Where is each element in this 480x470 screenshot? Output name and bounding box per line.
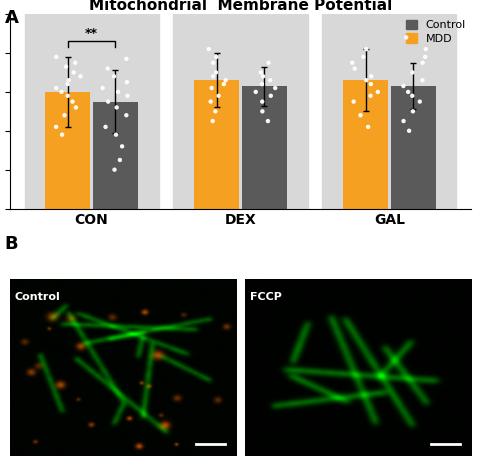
Point xyxy=(69,98,76,105)
Point xyxy=(356,111,363,119)
Bar xyxy=(322,14,456,209)
Point xyxy=(399,118,407,125)
Point xyxy=(60,111,68,119)
Point xyxy=(211,108,219,115)
Point xyxy=(258,98,265,105)
Bar xyxy=(173,14,307,209)
Text: Control: Control xyxy=(15,292,60,302)
Point xyxy=(62,63,70,70)
Point xyxy=(76,72,84,80)
Point xyxy=(259,72,266,80)
Point xyxy=(113,104,120,111)
Text: B: B xyxy=(5,235,18,253)
Point xyxy=(404,88,411,96)
Point xyxy=(366,92,373,100)
Point xyxy=(408,92,415,100)
Point xyxy=(64,80,72,88)
Point xyxy=(101,123,109,131)
Point xyxy=(52,84,60,92)
Bar xyxy=(390,86,435,209)
Point xyxy=(209,72,216,80)
Point xyxy=(204,45,212,53)
Point xyxy=(206,98,214,105)
Bar xyxy=(194,80,239,209)
Point xyxy=(123,92,131,100)
Point xyxy=(118,142,126,150)
Text: FCCP: FCCP xyxy=(250,292,282,302)
Point xyxy=(123,78,131,86)
Point xyxy=(349,98,357,105)
Bar xyxy=(343,80,387,209)
Point xyxy=(366,80,374,88)
Point xyxy=(350,65,358,72)
Point xyxy=(361,45,369,53)
Point xyxy=(98,84,106,92)
Point xyxy=(420,53,428,61)
Point xyxy=(408,108,416,115)
Point xyxy=(361,77,369,84)
Point xyxy=(418,59,426,66)
Point xyxy=(221,77,229,84)
Point xyxy=(104,65,111,72)
Point xyxy=(359,53,366,61)
Point xyxy=(214,92,222,100)
Point xyxy=(418,77,425,84)
Point xyxy=(266,92,274,100)
Point xyxy=(256,69,264,76)
Bar xyxy=(45,92,90,209)
Bar xyxy=(241,86,286,209)
Point xyxy=(72,104,80,111)
Point xyxy=(266,77,274,84)
Point xyxy=(258,80,265,88)
Point xyxy=(421,45,429,53)
Point xyxy=(112,131,120,139)
Point xyxy=(252,88,259,96)
Point xyxy=(207,84,215,92)
Title: Mitochondrial  Membrane Potential: Mitochondrial Membrane Potential xyxy=(89,0,391,13)
Point xyxy=(114,88,121,96)
Text: A: A xyxy=(5,9,19,27)
Point xyxy=(415,98,423,105)
Point xyxy=(399,82,407,90)
Bar xyxy=(93,102,137,209)
Point xyxy=(208,118,216,125)
Point xyxy=(219,80,227,88)
Point xyxy=(408,69,416,76)
Point xyxy=(71,59,79,66)
Point xyxy=(348,59,355,66)
Point xyxy=(373,88,381,96)
Point xyxy=(116,156,123,164)
Point xyxy=(104,98,112,105)
Point xyxy=(264,59,272,66)
Point xyxy=(212,69,219,76)
Point xyxy=(405,127,412,134)
Point xyxy=(271,84,278,92)
Point xyxy=(64,92,72,100)
Point xyxy=(58,88,65,96)
Point xyxy=(65,77,72,84)
Bar xyxy=(24,14,158,209)
Point xyxy=(363,123,371,131)
Point xyxy=(367,72,374,80)
Point xyxy=(110,72,118,80)
Point xyxy=(264,118,271,125)
Point xyxy=(110,166,118,173)
Legend: Control, MDD: Control, MDD xyxy=(405,20,465,44)
Point xyxy=(122,111,130,119)
Point xyxy=(70,69,77,76)
Point xyxy=(212,53,220,61)
Point xyxy=(58,131,66,139)
Point xyxy=(122,55,130,63)
Text: **: ** xyxy=(85,27,98,40)
Point xyxy=(52,123,60,131)
Point xyxy=(258,108,265,115)
Point xyxy=(52,53,60,61)
Point xyxy=(209,59,216,66)
Point xyxy=(401,34,409,41)
